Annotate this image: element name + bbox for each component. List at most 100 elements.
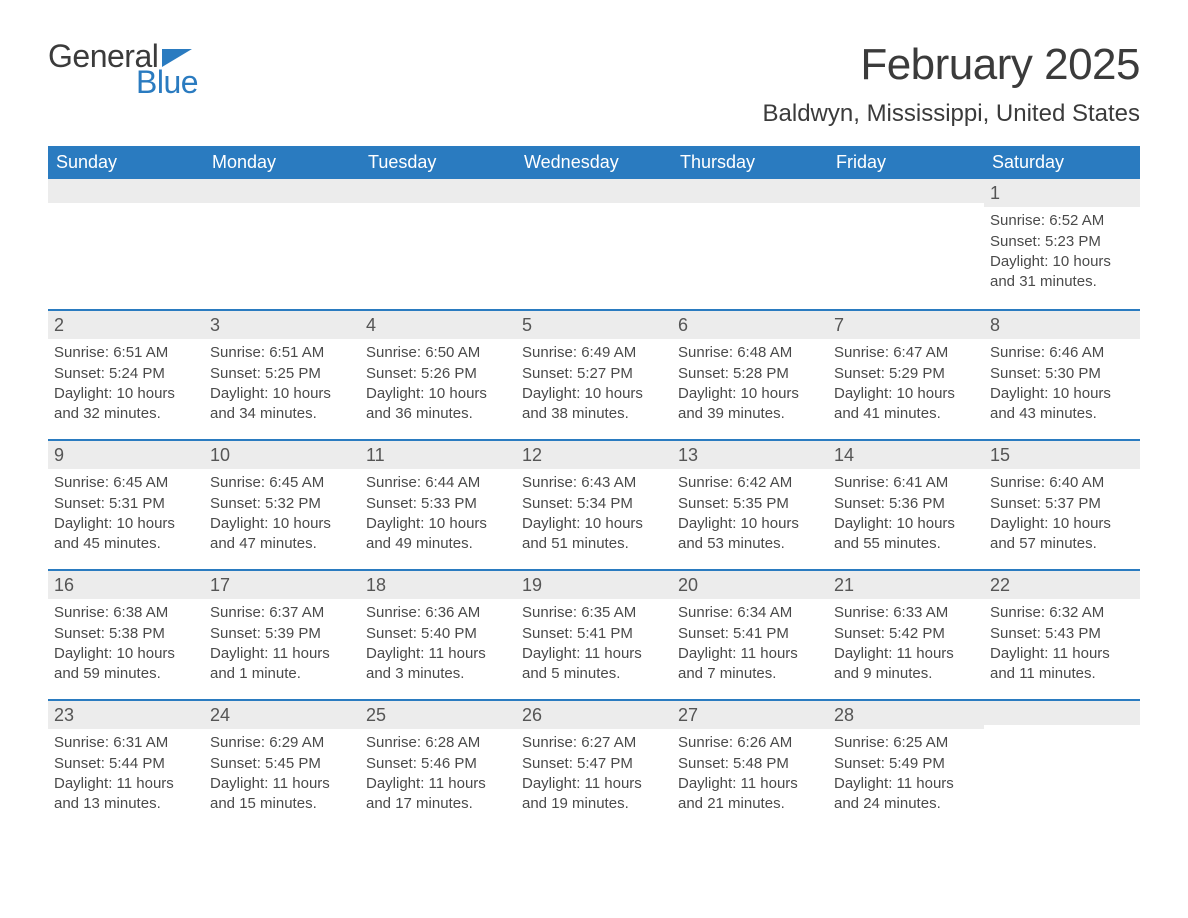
sunrise-line: Sunrise: 6:41 AM (834, 473, 978, 493)
day-body (828, 203, 984, 221)
day-body: Sunrise: 6:25 AMSunset: 5:49 PMDaylight:… (828, 729, 984, 828)
sunrise-line: Sunrise: 6:40 AM (990, 473, 1134, 493)
day-body: Sunrise: 6:42 AMSunset: 5:35 PMDaylight:… (672, 469, 828, 568)
calendar-day: 23 Sunrise: 6:31 AMSunset: 5:44 PMDayligh… (48, 701, 204, 829)
sunrise-line: Sunrise: 6:34 AM (678, 603, 822, 623)
calendar-day-empty (984, 701, 1140, 829)
daylight-line: Daylight: 11 hours and 11 minutes. (990, 644, 1134, 685)
calendar-day: 4Sunrise: 6:50 AMSunset: 5:26 PMDaylight… (360, 311, 516, 439)
day-number: 11 (360, 441, 516, 469)
day-number: 24 (204, 701, 360, 729)
day-body: Sunrise: 6:46 AMSunset: 5:30 PMDaylight:… (984, 339, 1140, 438)
sunset-line: Sunset: 5:31 PM (54, 494, 198, 514)
day-body: Sunrise: 6:35 AMSunset: 5:41 PMDaylight:… (516, 599, 672, 698)
daylight-line: Daylight: 11 hours and 1 minute. (210, 644, 354, 685)
day-body (984, 725, 1140, 743)
sunrise-line: Sunrise: 6:46 AM (990, 343, 1134, 363)
daylight-line: Daylight: 10 hours and 32 minutes. (54, 384, 198, 425)
daylight-line: Daylight: 10 hours and 59 minutes. (54, 644, 198, 685)
sunrise-line: Sunrise: 6:51 AM (210, 343, 354, 363)
day-body: Sunrise: 6:34 AMSunset: 5:41 PMDaylight:… (672, 599, 828, 698)
daylight-line: Daylight: 10 hours and 51 minutes. (522, 514, 666, 555)
sunset-line: Sunset: 5:24 PM (54, 364, 198, 384)
daylight-line: Daylight: 11 hours and 13 minutes. (54, 774, 198, 815)
calendar-day-empty (48, 179, 204, 309)
day-body (48, 203, 204, 221)
calendar-day: 26Sunrise: 6:27 AMSunset: 5:47 PMDayligh… (516, 701, 672, 829)
calendar-day-empty (360, 179, 516, 309)
day-number: 22 (984, 571, 1140, 599)
calendar-day: 7Sunrise: 6:47 AMSunset: 5:29 PMDaylight… (828, 311, 984, 439)
day-body (360, 203, 516, 221)
sunset-line: Sunset: 5:33 PM (366, 494, 510, 514)
daylight-line: Daylight: 10 hours and 31 minutes. (990, 252, 1134, 293)
day-number: 21 (828, 571, 984, 599)
day-body: Sunrise: 6:48 AMSunset: 5:28 PMDaylight:… (672, 339, 828, 438)
weekday-header: Tuesday (360, 146, 516, 179)
day-body: Sunrise: 6:43 AMSunset: 5:34 PMDaylight:… (516, 469, 672, 568)
calendar-week-row: 9Sunrise: 6:45 AMSunset: 5:31 PMDaylight… (48, 439, 1140, 569)
title-block: February 2025 Baldwyn, Mississippi, Unit… (763, 40, 1140, 128)
day-body: Sunrise: 6:38 AMSunset: 5:38 PMDaylight:… (48, 599, 204, 698)
day-body: Sunrise: 6:52 AMSunset: 5:23 PMDaylight:… (984, 207, 1140, 306)
day-number: 3 (204, 311, 360, 339)
day-number: 23 (48, 701, 204, 729)
day-body: Sunrise: 6:26 AMSunset: 5:48 PMDaylight:… (672, 729, 828, 828)
day-body: Sunrise: 6:51 AMSunset: 5:25 PMDaylight:… (204, 339, 360, 438)
day-body: Sunrise: 6:45 AMSunset: 5:31 PMDaylight:… (48, 469, 204, 568)
header: General Blue February 2025 Baldwyn, Miss… (48, 40, 1140, 128)
day-body: Sunrise: 6:41 AMSunset: 5:36 PMDaylight:… (828, 469, 984, 568)
sunrise-line: Sunrise: 6:33 AM (834, 603, 978, 623)
calendar-day: 25Sunrise: 6:28 AMSunset: 5:46 PMDayligh… (360, 701, 516, 829)
daylight-line: Daylight: 11 hours and 19 minutes. (522, 774, 666, 815)
calendar-week-row: 1Sunrise: 6:52 AMSunset: 5:23 PMDaylight… (48, 179, 1140, 309)
day-body: Sunrise: 6:50 AMSunset: 5:26 PMDaylight:… (360, 339, 516, 438)
daylight-line: Daylight: 10 hours and 45 minutes. (54, 514, 198, 555)
sunset-line: Sunset: 5:30 PM (990, 364, 1134, 384)
daylight-line: Daylight: 10 hours and 55 minutes. (834, 514, 978, 555)
day-body: Sunrise: 6:32 AMSunset: 5:43 PMDaylight:… (984, 599, 1140, 698)
daylight-line: Daylight: 10 hours and 47 minutes. (210, 514, 354, 555)
calendar-day: 18Sunrise: 6:36 AMSunset: 5:40 PMDayligh… (360, 571, 516, 699)
calendar-day-empty (828, 179, 984, 309)
sunrise-line: Sunrise: 6:37 AM (210, 603, 354, 623)
sunset-line: Sunset: 5:44 PM (54, 754, 198, 774)
day-body (204, 203, 360, 221)
day-body: Sunrise: 6:37 AMSunset: 5:39 PMDaylight:… (204, 599, 360, 698)
daylight-line: Daylight: 10 hours and 34 minutes. (210, 384, 354, 425)
daylight-line: Daylight: 11 hours and 17 minutes. (366, 774, 510, 815)
day-number (984, 701, 1140, 725)
sunrise-line: Sunrise: 6:48 AM (678, 343, 822, 363)
sunset-line: Sunset: 5:41 PM (522, 624, 666, 644)
day-body (672, 203, 828, 221)
calendar-day: 8Sunrise: 6:46 AMSunset: 5:30 PMDaylight… (984, 311, 1140, 439)
calendar-day: 11Sunrise: 6:44 AMSunset: 5:33 PMDayligh… (360, 441, 516, 569)
daylight-line: Daylight: 11 hours and 15 minutes. (210, 774, 354, 815)
sunset-line: Sunset: 5:46 PM (366, 754, 510, 774)
calendar-day-empty (516, 179, 672, 309)
calendar-day: 13Sunrise: 6:42 AMSunset: 5:35 PMDayligh… (672, 441, 828, 569)
day-number: 2 (48, 311, 204, 339)
day-body: Sunrise: 6:45 AMSunset: 5:32 PMDaylight:… (204, 469, 360, 568)
day-body (516, 203, 672, 221)
weekday-header-row: SundayMondayTuesdayWednesdayThursdayFrid… (48, 146, 1140, 179)
day-body: Sunrise: 6:36 AMSunset: 5:40 PMDaylight:… (360, 599, 516, 698)
calendar-day: 3Sunrise: 6:51 AMSunset: 5:25 PMDaylight… (204, 311, 360, 439)
calendar-day-empty (672, 179, 828, 309)
day-number (828, 179, 984, 203)
sunrise-line: Sunrise: 6:31 AM (54, 733, 198, 753)
daylight-line: Daylight: 10 hours and 53 minutes. (678, 514, 822, 555)
calendar-day: 21Sunrise: 6:33 AMSunset: 5:42 PMDayligh… (828, 571, 984, 699)
weekday-header: Saturday (984, 146, 1140, 179)
calendar-week-row: 23Sunrise: 6:31 AMSunset: 5:44 PMDayligh… (48, 699, 1140, 829)
sunrise-line: Sunrise: 6:45 AM (210, 473, 354, 493)
weekday-header: Sunday (48, 146, 204, 179)
sunset-line: Sunset: 5:34 PM (522, 494, 666, 514)
sunrise-line: Sunrise: 6:44 AM (366, 473, 510, 493)
day-number: 4 (360, 311, 516, 339)
day-number: 6 (672, 311, 828, 339)
logo-word-blue: Blue (136, 66, 198, 98)
sunset-line: Sunset: 5:38 PM (54, 624, 198, 644)
daylight-line: Daylight: 10 hours and 43 minutes. (990, 384, 1134, 425)
sunrise-line: Sunrise: 6:52 AM (990, 211, 1134, 231)
